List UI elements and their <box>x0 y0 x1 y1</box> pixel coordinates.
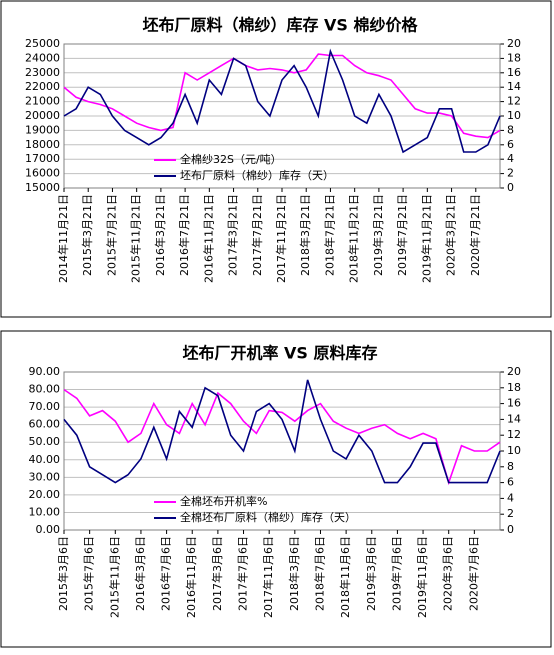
y2-tick-label: 4 <box>507 152 514 165</box>
legend-label: 全棉纱32S（元/吨） <box>180 152 282 166</box>
x-tick-label: 2020年3月21日 <box>444 194 458 276</box>
x-tick-label: 2016年3月6日 <box>133 536 147 611</box>
y-tick-label: 25000 <box>25 37 60 50</box>
y2-tick-label: 4 <box>507 491 514 504</box>
y2-tick-label: 8 <box>507 460 514 473</box>
chart-title: 坯布厂开机率 VS 原料库存 <box>182 344 377 363</box>
y-tick-label: 20000 <box>25 109 60 122</box>
x-tick-label: 2017年3月6日 <box>210 536 224 611</box>
x-tick-label: 2019年11月6日 <box>415 536 429 618</box>
series-line <box>63 48 501 154</box>
y-tick-label: 30.00 <box>29 470 61 483</box>
y2-tick-label: 16 <box>507 66 521 79</box>
x-tick-label: 2017年7月21日 <box>250 194 264 276</box>
y-tick-label: 18000 <box>25 138 60 151</box>
x-tick-label: 2015年11月6日 <box>107 536 121 618</box>
y-tick-label: 80.00 <box>29 383 61 396</box>
x-tick-label: 2019年7月6日 <box>389 536 403 611</box>
y2-tick-label: 0 <box>507 181 514 194</box>
y-tick-label: 17000 <box>25 152 60 165</box>
y2-tick-label: 20 <box>507 37 521 50</box>
legend-label: 全棉坯布开机率% <box>180 494 267 508</box>
y-tick-label: 23000 <box>25 66 60 79</box>
x-tick-label: 2018年7月21日 <box>322 194 336 276</box>
x-tick-label: 2016年11月6日 <box>184 536 198 618</box>
y2-tick-label: 14 <box>507 80 521 93</box>
x-tick-label: 2014年11月21日 <box>56 194 70 283</box>
x-tick-label: 2020年7月6日 <box>466 536 480 611</box>
y2-tick-label: 10 <box>507 109 521 122</box>
y-tick-label: 90.00 <box>29 365 61 378</box>
y-tick-label: 24000 <box>25 51 60 64</box>
y-tick-label: 15000 <box>25 181 60 194</box>
y2-tick-label: 12 <box>507 428 521 441</box>
y-tick-label: 16000 <box>25 167 60 180</box>
y-tick-label: 0.00 <box>36 523 61 536</box>
y2-tick-label: 20 <box>507 365 521 378</box>
y-tick-label: 21000 <box>25 95 60 108</box>
y-tick-label: 40.00 <box>29 453 61 466</box>
x-tick-label: 2016年11月21日 <box>201 194 215 283</box>
x-tick-label: 2019年11月21日 <box>419 194 433 283</box>
y-tick-label: 50.00 <box>29 435 61 448</box>
x-tick-label: 2015年7月21日 <box>104 194 118 276</box>
x-tick-label: 2015年3月6日 <box>56 536 70 611</box>
chart-frame <box>0 330 552 648</box>
x-tick-label: 2015年7月6日 <box>82 536 96 611</box>
y-tick-label: 22000 <box>25 80 60 93</box>
y-tick-label: 10.00 <box>29 505 61 518</box>
chart-title: 坯布厂原料（棉纱）库存 VS 棉纱价格 <box>142 16 418 35</box>
y2-tick-label: 14 <box>507 412 521 425</box>
x-tick-label: 2015年3月21日 <box>80 194 94 276</box>
x-tick-label: 2017年11月21日 <box>274 194 288 283</box>
x-tick-label: 2015年11月21日 <box>129 194 143 283</box>
x-tick-label: 2020年7月21日 <box>468 194 482 276</box>
x-tick-label: 2017年7月6日 <box>236 536 250 611</box>
x-tick-label: 2016年7月6日 <box>159 536 173 611</box>
x-tick-label: 2017年11月6日 <box>261 536 275 618</box>
x-tick-label: 2018年3月6日 <box>287 536 301 611</box>
y2-tick-label: 2 <box>507 167 514 180</box>
legend-label: 坯布厂原料（棉纱）库存（天） <box>180 168 334 182</box>
y2-tick-label: 0 <box>507 523 514 536</box>
y2-tick-label: 6 <box>507 138 514 151</box>
y2-tick-label: 12 <box>507 95 521 108</box>
x-tick-label: 2016年3月21日 <box>153 194 167 276</box>
x-tick-label: 2020年3月6日 <box>441 536 455 611</box>
y2-tick-label: 18 <box>507 51 521 64</box>
series-line <box>63 53 501 139</box>
x-tick-label: 2018年7月6日 <box>312 536 326 611</box>
series-line <box>63 388 501 486</box>
y-tick-label: 20.00 <box>29 488 61 501</box>
y2-tick-label: 10 <box>507 444 521 457</box>
x-tick-label: 2018年11月21日 <box>347 194 361 283</box>
y2-tick-label: 18 <box>507 381 521 394</box>
x-tick-label: 2018年11月6日 <box>338 536 352 618</box>
legend-label: 全棉坯布厂原料（棉纱）库存（天） <box>180 510 356 524</box>
x-tick-label: 2017年3月21日 <box>226 194 240 276</box>
x-tick-label: 2019年3月21日 <box>371 194 385 276</box>
y-tick-label: 70.00 <box>29 400 61 413</box>
y2-tick-label: 2 <box>507 507 514 520</box>
x-tick-label: 2016年7月21日 <box>177 194 191 276</box>
y2-tick-label: 16 <box>507 397 521 410</box>
x-tick-label: 2019年7月21日 <box>395 194 409 276</box>
y2-tick-label: 8 <box>507 123 514 136</box>
x-tick-label: 2019年3月6日 <box>364 536 378 611</box>
y2-tick-label: 6 <box>507 476 514 489</box>
x-tick-label: 2018年3月21日 <box>298 194 312 276</box>
series-line <box>63 379 501 484</box>
y-tick-label: 19000 <box>25 123 60 136</box>
y-tick-label: 60.00 <box>29 418 61 431</box>
